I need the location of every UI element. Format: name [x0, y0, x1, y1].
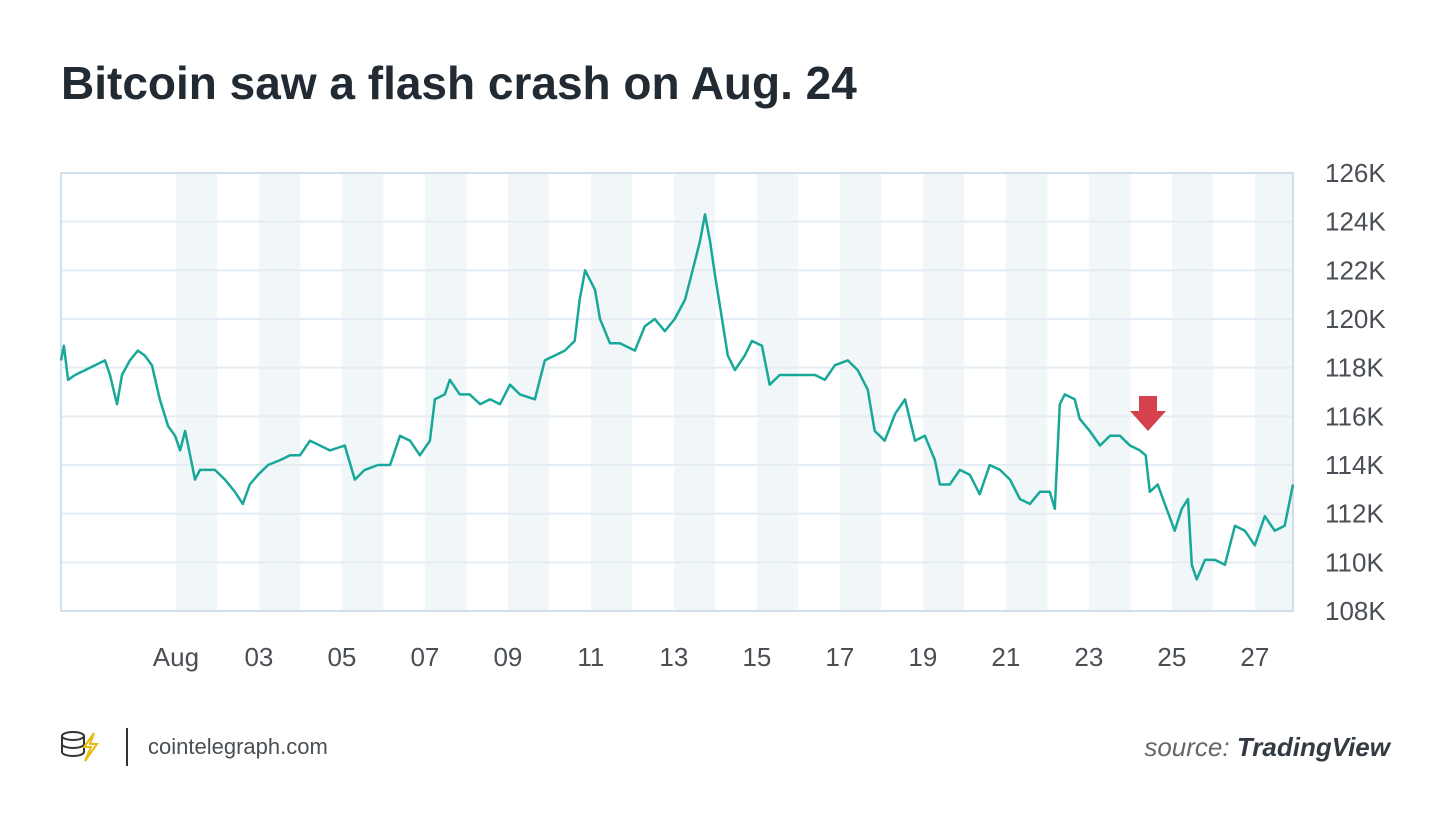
day-band: [1171, 173, 1214, 611]
plot: [59, 213, 1295, 581]
day-band: [1254, 173, 1293, 611]
y-tick-label: 114K: [1325, 450, 1384, 480]
y-tick-label: 110K: [1325, 547, 1384, 577]
day-shading: [175, 173, 1293, 611]
site-name: cointelegraph.com: [148, 734, 328, 759]
day-band: [590, 173, 633, 611]
day-band: [258, 173, 301, 611]
day-band: [341, 173, 384, 611]
day-band: [756, 173, 799, 611]
price-line: [59, 213, 1295, 581]
grid: [61, 172, 1293, 612]
plot-border: [60, 172, 1294, 612]
chart-title: Bitcoin saw a flash crash on Aug. 24: [61, 57, 857, 109]
x-tick-label: 03: [244, 642, 273, 672]
x-tick-label: 15: [742, 642, 771, 672]
y-tick-label: 116K: [1325, 401, 1384, 431]
y-tick-label: 120K: [1325, 304, 1386, 334]
y-tick-label: 108K: [1325, 596, 1386, 626]
x-tick-label: 19: [908, 642, 937, 672]
day-band: [673, 173, 716, 611]
x-tick-label: Aug: [153, 642, 199, 672]
y-tick-label: 122K: [1325, 255, 1386, 285]
day-band: [1005, 173, 1048, 611]
x-tick-label: 27: [1240, 642, 1269, 672]
x-tick-label: 09: [493, 642, 522, 672]
x-tick-label: 05: [327, 642, 356, 672]
x-tick-label: 23: [1074, 642, 1103, 672]
source-label: source:: [1144, 732, 1229, 762]
x-tick-label: 11: [577, 642, 604, 672]
logo: [61, 731, 99, 762]
day-band: [507, 173, 550, 611]
y-tick-label: 124K: [1325, 207, 1386, 237]
x-tick-label: 07: [410, 642, 439, 672]
y-tick-label: 126K: [1325, 158, 1386, 188]
day-band: [922, 173, 965, 611]
x-tick-label: 21: [991, 642, 1020, 672]
source: source: TradingView: [1144, 732, 1391, 762]
x-tick-label: 13: [659, 642, 688, 672]
y-tick-label: 118K: [1325, 353, 1384, 383]
source-name: TradingView: [1237, 732, 1392, 762]
x-tick-label: 17: [825, 642, 854, 672]
day-band: [1088, 173, 1131, 611]
crash-arrow: [1130, 396, 1166, 431]
day-band: [839, 173, 882, 611]
y-tick-label: 112K: [1325, 499, 1384, 529]
day-band: [175, 173, 218, 611]
x-tick-label: 25: [1157, 642, 1186, 672]
